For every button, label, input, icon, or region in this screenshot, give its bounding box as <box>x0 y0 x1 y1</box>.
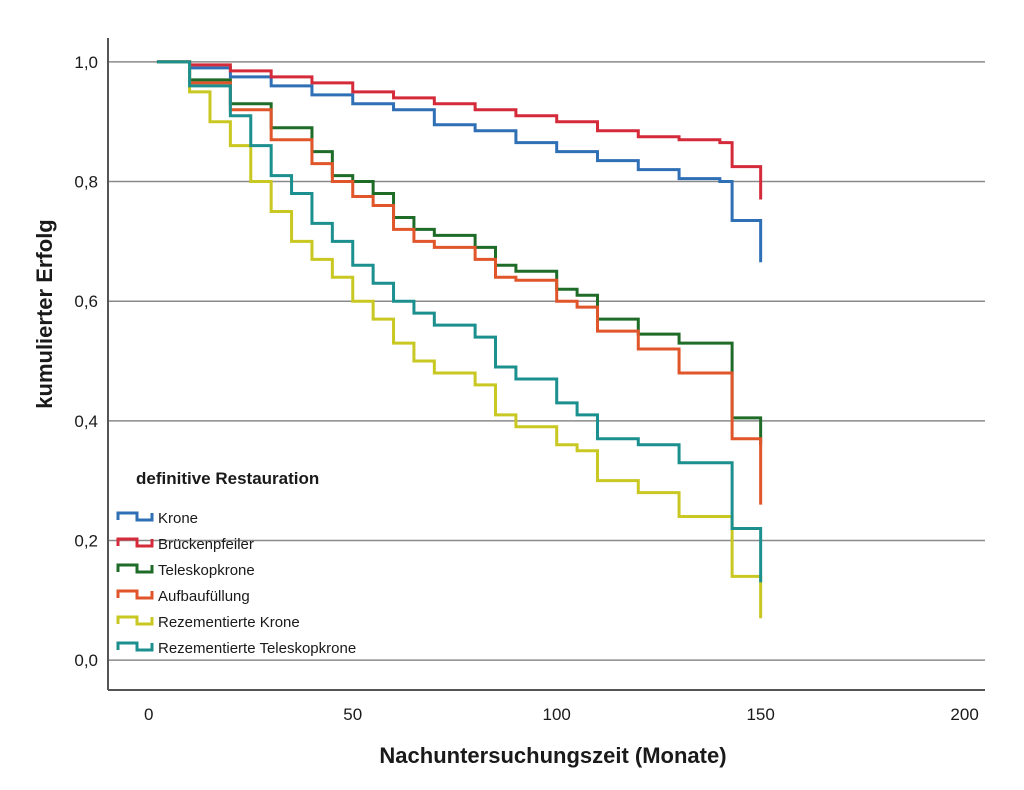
x-tick-label: 200 <box>950 705 978 724</box>
y-axis-title: kumulierter Erfolg <box>32 219 57 408</box>
y-tick-label: 0,6 <box>74 292 98 311</box>
y-tick-labels: 0,0 0,2 0,4 0,6 0,8 1,0 <box>74 53 98 670</box>
legend-label: Aufbaufüllung <box>158 588 250 605</box>
series-line <box>156 60 763 200</box>
legend-swatch <box>116 641 154 652</box>
legend-title: definitive Restauration <box>136 469 319 488</box>
series-line <box>156 60 763 505</box>
axes <box>107 38 985 691</box>
y-tick-label: 1,0 <box>74 53 98 72</box>
y-tick-label: 0,2 <box>74 531 98 550</box>
legend-items: Krone Brückenpfeiler Teleskopkrone Aufbaufü… <box>116 510 356 657</box>
legend-swatch <box>116 563 154 574</box>
series-lines <box>156 60 763 619</box>
x-tick-label: 0 <box>144 705 153 724</box>
x-tick-label: 150 <box>746 705 774 724</box>
series-line <box>156 60 763 263</box>
legend-label: Brückenpfeiler <box>158 536 254 553</box>
series-line <box>156 60 763 445</box>
x-axis-title: Nachuntersuchungszeit (Monate) <box>379 743 726 768</box>
legend-swatch <box>116 537 154 548</box>
y-tick-label: 0,0 <box>74 651 98 670</box>
legend-swatch <box>116 589 154 600</box>
legend-swatch <box>116 615 154 626</box>
x-tick-label: 50 <box>343 705 362 724</box>
x-tick-label: 100 <box>543 705 571 724</box>
y-tick-label: 0,4 <box>74 412 98 431</box>
legend-label: Rezementierte Teleskopkrone <box>158 640 356 657</box>
y-tick-label: 0,8 <box>74 173 98 192</box>
legend-label: Teleskopkrone <box>158 562 255 579</box>
legend: definitive Restauration Krone Brückenpfei… <box>116 469 356 657</box>
series-line <box>156 60 763 583</box>
x-tick-labels: 0 50 100 150 200 <box>144 705 979 724</box>
series-line <box>156 60 763 619</box>
legend-swatch <box>116 511 154 522</box>
legend-label: Krone <box>158 510 198 527</box>
legend-label: Rezementierte Krone <box>158 614 300 631</box>
